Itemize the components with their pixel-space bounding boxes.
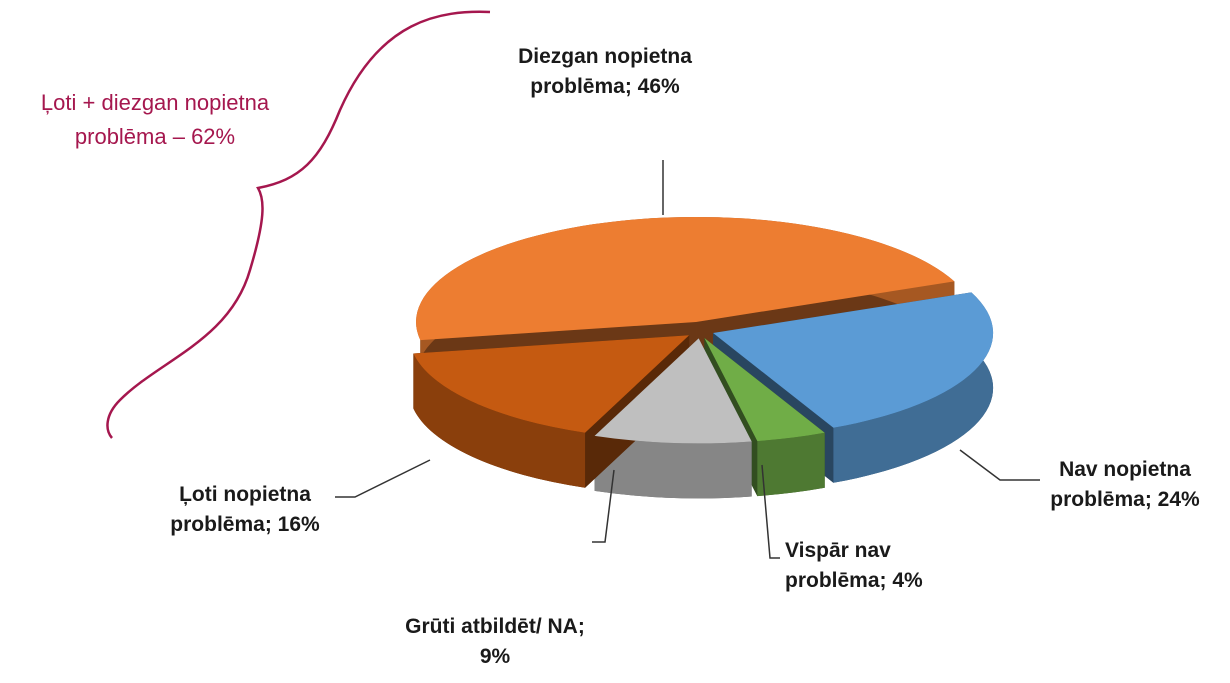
slice xyxy=(713,292,994,428)
slice-wall xyxy=(833,292,994,483)
leader-line xyxy=(592,469,615,543)
slices xyxy=(413,216,994,499)
slice xyxy=(413,335,690,433)
slice-wall xyxy=(594,435,752,499)
slice xyxy=(416,216,955,341)
annotation: Ļoti + diezgan nopietna problēma – 62% xyxy=(40,90,270,149)
slice-label: Nav nopietna problēma; 24% xyxy=(1050,458,1200,511)
leader-line xyxy=(959,449,1040,481)
slice-label: Diezgan nopietna problēma; 46% xyxy=(518,45,692,98)
slice xyxy=(704,337,825,442)
leader-line xyxy=(335,459,431,498)
brace xyxy=(106,10,491,439)
slice-label: Vispār nav problēma; 4% xyxy=(785,539,923,592)
slice xyxy=(594,338,752,444)
slice-label: Ļoti nopietna problēma; 16% xyxy=(170,483,320,536)
slice-wall xyxy=(757,432,825,497)
slice-wall xyxy=(413,353,586,488)
slice-label: Grūti atbildēt/ NA; 9% xyxy=(405,615,585,668)
leader-line xyxy=(761,464,780,559)
